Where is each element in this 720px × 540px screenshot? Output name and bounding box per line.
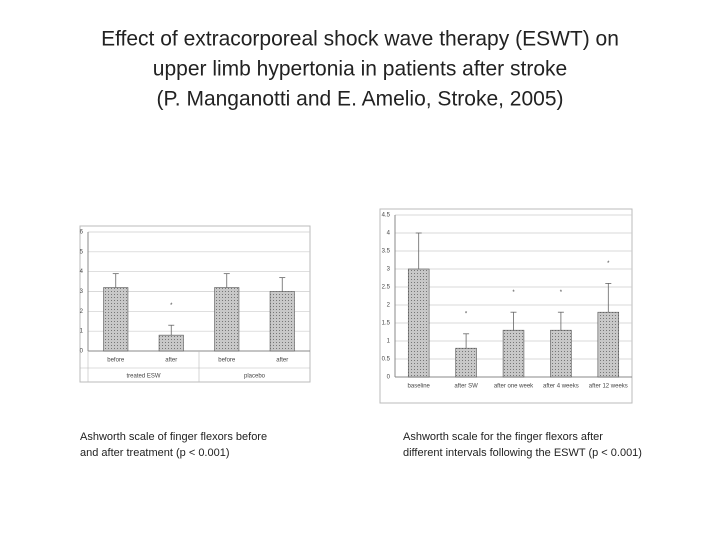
y-tick-label: 1.5 [382,321,391,327]
x-tick-label: after [276,358,288,364]
caption: different intervals following the ESWT (… [403,447,642,459]
y-tick-label: 2.5 [382,285,391,291]
x-tick-label: baseline [408,384,431,390]
y-tick-label: 3 [80,289,84,295]
bar [407,268,430,378]
bar [502,329,525,378]
y-tick-label: 2 [80,309,84,315]
y-tick-label: 6 [80,230,84,236]
x-tick-label: after 4 weeks [543,384,579,390]
x-tick-label: after SW [454,384,478,390]
group-label: placebo [244,374,266,380]
x-tick-label: before [107,358,125,364]
group-label: treated ESW [126,374,160,380]
bar [214,287,240,352]
caption: and after treatment (p < 0.001) [80,447,230,459]
bar [455,347,477,378]
caption: Ashworth scale for the finger flexors af… [403,431,603,443]
annotation: * [560,290,563,296]
bar [269,291,295,352]
x-tick-label: after [165,358,177,364]
y-tick-label: 2 [387,303,391,309]
x-tick-label: after 12 weeks [589,384,628,390]
x-tick-label: after one week [494,384,534,390]
y-tick-label: 0 [387,375,391,381]
annotation: * [465,311,468,317]
bar [550,329,572,378]
bar [158,334,184,352]
annotation: * [512,290,515,296]
y-tick-label: 0 [80,349,84,355]
bar [103,287,129,352]
y-tick-label: 1 [387,339,391,345]
slide-title: upper limb hypertonia in patients after … [153,58,567,81]
y-tick-label: 4 [387,231,391,237]
y-tick-label: 3.5 [382,249,391,255]
annotation: * [170,303,173,309]
caption: Ashworth scale of finger flexors before [80,431,267,443]
y-tick-label: 1 [80,329,84,335]
annotation: * [607,261,610,267]
y-tick-label: 4 [80,269,84,275]
y-tick-label: 3 [387,267,391,273]
bar [597,311,620,378]
slide-title: (P. Manganotti and E. Amelio, Stroke, 20… [156,88,563,111]
slide-title: Effect of extracorporeal shock wave ther… [101,28,619,51]
y-tick-label: 4.5 [382,213,391,219]
x-tick-label: before [218,358,236,364]
y-tick-label: 0.5 [382,357,391,363]
y-tick-label: 5 [80,249,84,255]
